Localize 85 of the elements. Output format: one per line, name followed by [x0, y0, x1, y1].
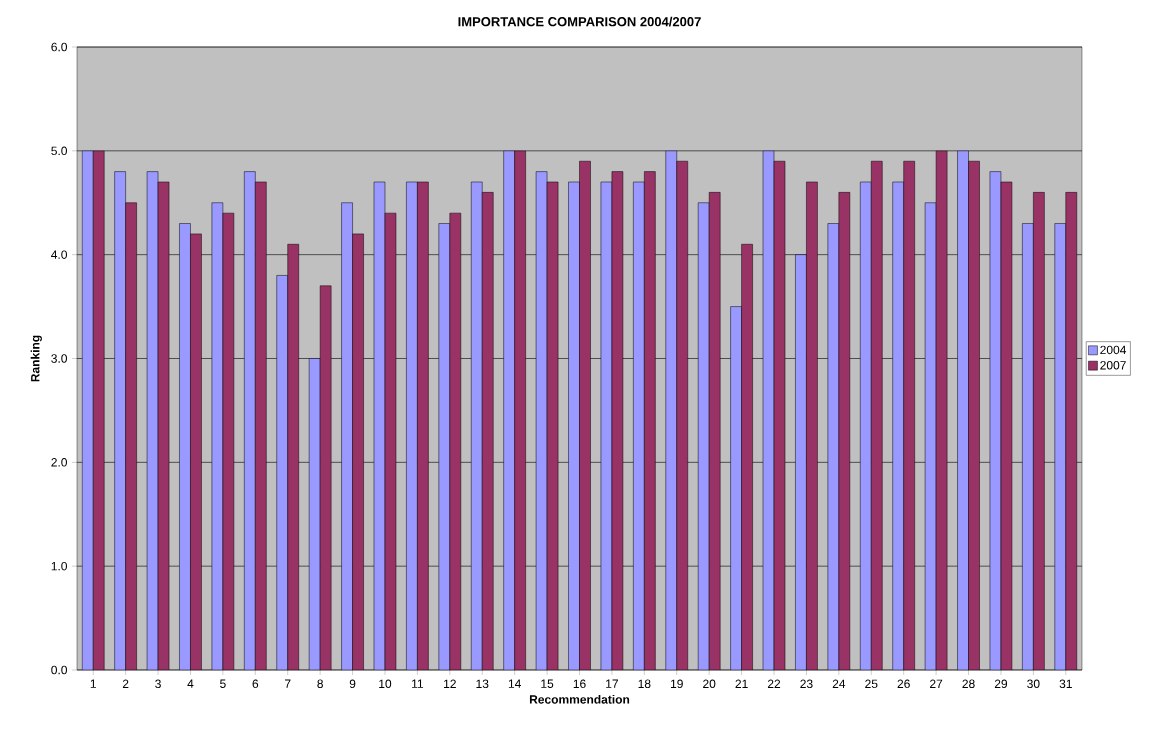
x-tick-label: 12	[444, 679, 456, 688]
y-tick-label: 4.0	[51, 250, 67, 259]
x-tick-label: 9	[349, 679, 356, 689]
x-tick-label: 11	[412, 679, 424, 688]
x-tick-label: 5	[220, 679, 226, 688]
legend-label: 2007	[1100, 361, 1126, 370]
bar	[968, 160, 980, 670]
y-tick-label: 3.0	[51, 354, 67, 363]
bar	[406, 181, 418, 670]
bar	[287, 244, 299, 670]
x-tick-label: 13	[476, 679, 489, 689]
bar	[255, 181, 267, 670]
bar	[1022, 223, 1034, 670]
bar	[860, 181, 872, 670]
x-tick-label: 23	[800, 679, 813, 689]
bar	[697, 202, 710, 670]
bar	[806, 181, 818, 670]
x-tick-label: 2	[122, 679, 129, 688]
bar	[125, 202, 137, 670]
y-tick-label: 5.0	[51, 146, 67, 156]
x-tick-label: 20	[703, 679, 716, 689]
bar	[957, 150, 969, 670]
bar	[481, 192, 494, 670]
x-axis-title: Recommendation	[529, 694, 630, 704]
bar	[114, 171, 126, 670]
legend-label: 2004	[1100, 345, 1127, 355]
x-tick-label: 24	[832, 679, 846, 688]
y-tick-label: 0.0	[51, 665, 67, 675]
bar	[708, 192, 721, 670]
bar	[730, 306, 742, 670]
x-tick-label: 17	[606, 679, 618, 688]
bar	[503, 150, 515, 670]
bar	[795, 254, 807, 670]
x-tick-label: 15	[541, 679, 554, 688]
x-tick-label: 8	[317, 679, 323, 689]
x-tick-label: 28	[962, 679, 975, 689]
bar	[1054, 223, 1067, 670]
x-tick-label: 30	[1027, 679, 1040, 689]
bar	[633, 181, 645, 670]
x-tick-label: 19	[670, 679, 683, 689]
bar	[438, 223, 451, 670]
bar	[892, 181, 904, 670]
chart-title: IMPORTANCE COMPARISON 2004/2007	[458, 16, 701, 27]
bar	[644, 171, 656, 670]
x-tick-label: 16	[573, 679, 586, 689]
x-tick-label: 14	[508, 679, 521, 688]
bar	[568, 181, 580, 670]
y-tick-label: 2.0	[51, 458, 67, 467]
bar	[1065, 192, 1078, 670]
bar	[190, 233, 202, 670]
bar	[179, 223, 191, 670]
x-tick-label: 6	[252, 679, 259, 689]
x-tick-label: 21	[735, 679, 748, 688]
bar	[903, 160, 915, 670]
bar	[81, 150, 94, 670]
bar	[514, 150, 526, 670]
x-tick-label: 10	[379, 679, 392, 689]
bar	[871, 160, 883, 670]
y-tick-label: 1.0	[51, 561, 67, 571]
x-tick-label: 22	[767, 679, 781, 688]
bar	[676, 160, 689, 670]
bar	[1033, 192, 1045, 670]
bar	[244, 171, 256, 670]
y-tick-label: 6.0	[51, 42, 67, 52]
x-tick-label: 7	[285, 679, 291, 688]
y-axis-title: Ranking	[30, 335, 42, 382]
bar	[92, 150, 105, 670]
x-tick-label: 4	[187, 679, 194, 688]
x-tick-label: 25	[865, 679, 878, 689]
bar	[741, 244, 753, 670]
bar	[341, 202, 353, 670]
bar	[352, 233, 364, 670]
bar	[579, 160, 591, 670]
bar	[276, 275, 288, 670]
x-tick-label: 3	[155, 679, 161, 689]
bar	[417, 181, 429, 670]
x-tick-label: 27	[930, 679, 943, 688]
x-tick-label: 26	[897, 679, 910, 689]
x-tick-label: 31	[1059, 679, 1072, 689]
x-tick-label: 29	[994, 679, 1008, 689]
bar	[449, 212, 462, 670]
x-tick-label: 18	[638, 679, 651, 689]
bar	[470, 181, 483, 670]
bar	[665, 150, 677, 670]
x-tick-label: 1	[90, 679, 96, 688]
